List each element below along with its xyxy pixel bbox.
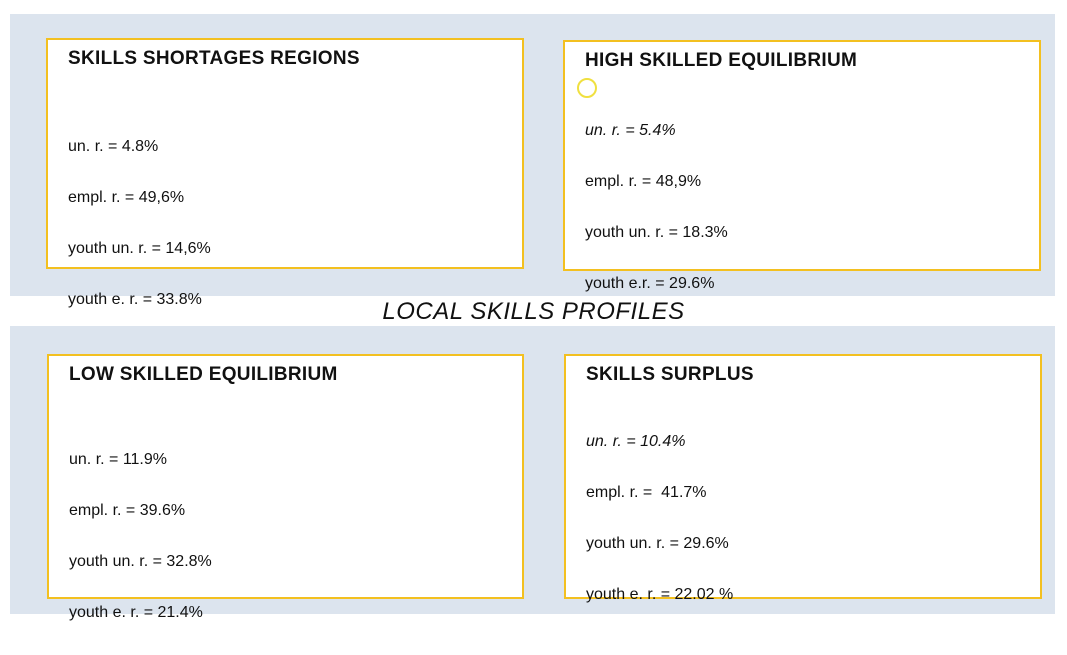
highlight-circle xyxy=(577,78,597,98)
box-lines: un. r. = 10.4% empl. r. = 41.7% youth un… xyxy=(586,399,1040,637)
line: un. r. = 11.9% xyxy=(69,451,167,468)
line: youth un. r. = 18.3% xyxy=(585,224,728,241)
line: un. r. = 10.4% xyxy=(586,433,686,450)
line: youth un. r. = 32.8% xyxy=(69,553,212,570)
line: youth un. r. = 29.6% xyxy=(586,535,729,552)
box: HIGH SKILLED EQUILIBRIUM un. r. = 5.4% e… xyxy=(563,40,1041,292)
line: youth e. r. = 21.4% xyxy=(69,604,203,621)
box-lines: un. r. = 11.9% empl. r. = 39.6% youth un… xyxy=(69,417,522,655)
box-title: SKILLS SHORTAGES REGIONS xyxy=(68,48,360,69)
caption: LOCAL SKILLS PROFILES xyxy=(382,298,685,325)
line: empl. r. = 39.6% xyxy=(69,502,186,519)
box: SKILLS SHORTAGES REGIONS un. r. = 4.8% e… xyxy=(46,38,524,308)
box: SKILLS SURPLUS un. r. = 10.4% empl. r. =… xyxy=(564,354,1042,603)
box-lines: un. r. = 4.8% empl. r. = 49,6% youth un.… xyxy=(68,104,522,342)
line: youth e. r. = 22.02 % xyxy=(586,586,734,603)
line: empl. r. = 48,9% xyxy=(585,173,702,190)
line: youth e. r. = 33.8% xyxy=(68,291,202,308)
box-lines: un. r. = 5.4% empl. r. = 48,9% youth un.… xyxy=(585,88,1039,326)
line: un. r. = 4.8% xyxy=(68,138,159,155)
box: LOW SKILLED EQUILIBRIUM un. r. = 11.9% e… xyxy=(47,354,524,621)
box-title: HIGH SKILLED EQUILIBRIUM xyxy=(585,50,858,71)
line: youth e.r. = 29.6% xyxy=(585,275,715,292)
line: un. r. = 5.4% xyxy=(585,122,676,139)
page: SKILLS SHORTAGES REGIONS un. r. = 4.8% e… xyxy=(10,14,1055,621)
box-title: LOW SKILLED EQUILIBRIUM xyxy=(69,364,338,385)
line: empl. r. = 41.7% xyxy=(586,484,707,501)
line: empl. r. = 49,6% xyxy=(68,189,185,206)
box-title: SKILLS SURPLUS xyxy=(586,364,754,385)
line: youth un. r. = 14,6% xyxy=(68,240,211,257)
